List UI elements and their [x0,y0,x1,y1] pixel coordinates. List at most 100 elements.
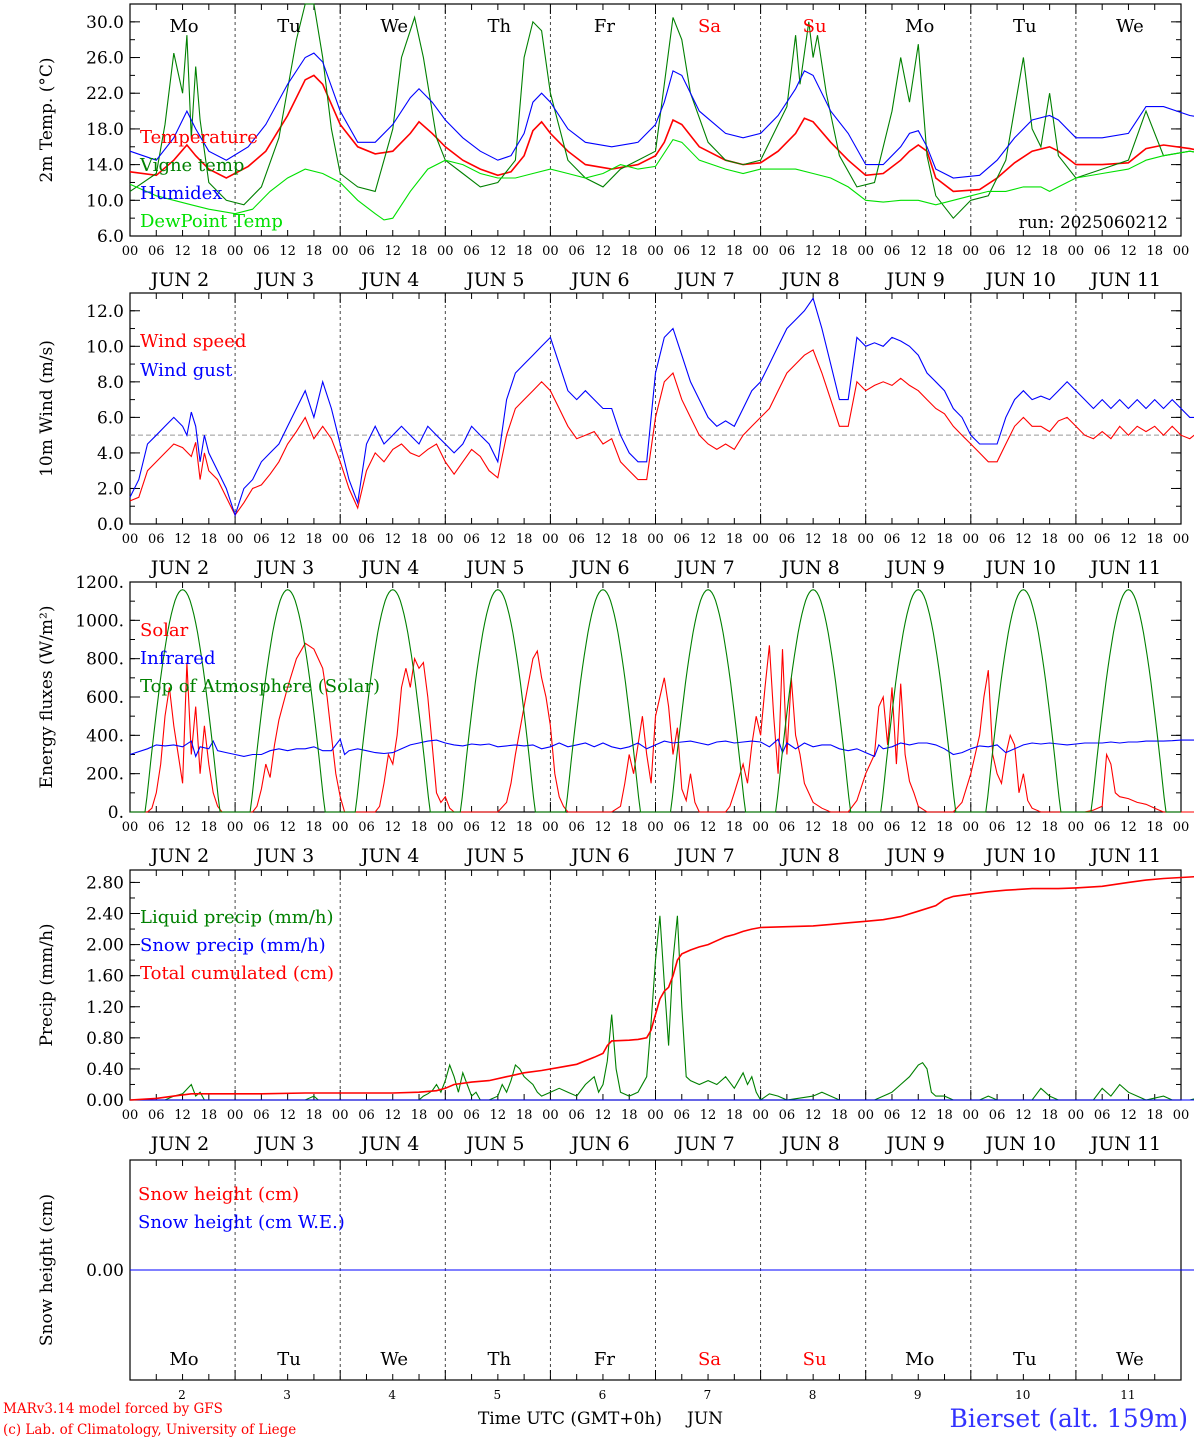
series-infrared [129,737,1194,758]
x-date-label: JUN 11 [1089,269,1161,291]
x-hour-label: 18 [1146,1108,1163,1123]
x-hour-label: 00 [1173,244,1190,259]
x-hour-label: 12 [384,244,401,259]
x-date-label: JUN 5 [464,845,524,867]
series-humidex [129,52,1194,179]
x-date-label: JUN 10 [984,845,1056,867]
weekday-label: Th [487,1349,511,1370]
x-hour-label: 00 [542,532,559,547]
x-axis-month: JUN [685,1409,723,1429]
x-hour-label: 06 [1094,1108,1111,1123]
x-hour-label: 06 [779,244,796,259]
x-hour-label: 06 [568,532,585,547]
x-hour-label: 00 [332,244,349,259]
x-hour-label: 18 [306,820,323,835]
weekday-label: Sa [698,16,721,37]
y-tick-label: 30.0 [86,13,124,33]
x-hour-label: 00 [227,244,244,259]
x-hour-label: 00 [1068,532,1085,547]
x-date-label: JUN 10 [984,557,1056,579]
x-hour-label: 18 [621,244,638,259]
x-hour-label: 12 [1120,1108,1137,1123]
x-hour-label: 00 [332,1108,349,1123]
weekday-label: Th [487,16,511,37]
x-hour-label: 12 [490,244,507,259]
y-tick-label: 1.60 [86,967,124,987]
x-date-label: JUN 7 [674,269,734,291]
x-hour-label: 00 [647,244,664,259]
day-number-label: 5 [493,1388,501,1402]
x-hour-label: 18 [516,1108,533,1123]
x-hour-label: 18 [726,532,743,547]
x-hour-label: 06 [884,532,901,547]
x-hour-label: 00 [647,1108,664,1123]
weekday-label: Mo [169,16,198,37]
y-tick-label: 200. [86,765,124,785]
x-hour-label: 12 [910,820,927,835]
x-hour-label: 06 [358,532,375,547]
x-hour-label: 12 [910,244,927,259]
x-axis-title: Time UTC (GMT+0h) [478,1409,662,1429]
x-hour-label: 00 [122,532,139,547]
x-hour-label: 06 [989,244,1006,259]
weekday-label: Fr [594,1349,615,1370]
x-hour-label: 06 [568,244,585,259]
x-hour-label: 18 [1146,244,1163,259]
x-hour-label: 18 [621,532,638,547]
weekday-label: Sa [698,1349,721,1370]
y-tick-label: 400. [86,726,124,746]
day-number-label: 8 [809,1388,817,1402]
x-date-label: JUN 7 [674,845,734,867]
y-tick-label: 800. [86,650,124,670]
x-hour-label: 18 [411,1108,428,1123]
x-hour-label: 12 [700,1108,717,1123]
x-hour-label: 00 [963,244,980,259]
x-date-label: JUN 9 [885,845,945,867]
panel-5: 0.00 Snow height (cm) Snow height (cm) Snow… [37,1159,1194,1402]
x-hour-label: 18 [411,820,428,835]
weekday-label: Tu [1013,1349,1037,1370]
y-axis-title: Precip (mm/h) [37,923,57,1046]
x-hour-label: 12 [279,820,296,835]
x-hour-label: 00 [1068,1108,1085,1123]
x-hour-label: 00 [1173,1108,1190,1123]
x-hour-label: 18 [831,820,848,835]
x-hour-label: 06 [148,244,165,259]
x-date-label: JUN 11 [1089,557,1161,579]
legend-label: Total cumulated (cm) [140,963,334,984]
x-hour-label: 06 [568,820,585,835]
series-liquid-precip-mm-h- [130,915,1194,1101]
x-hour-label: 18 [936,244,953,259]
x-hour-label: 12 [1120,820,1137,835]
x-hour-label: 12 [595,1108,612,1123]
legend-label: Vigne temp [139,155,244,176]
x-hour-label: 18 [1146,820,1163,835]
x-hour-label: 12 [279,244,296,259]
x-date-label: JUN 2 [149,845,209,867]
x-date-label: JUN 4 [359,1133,419,1155]
x-hour-label: 12 [1015,1108,1032,1123]
x-hour-label: 12 [1015,244,1032,259]
x-hour-label: 00 [963,820,980,835]
x-hour-label: 00 [647,820,664,835]
weekday-label: We [1116,1349,1144,1370]
x-hour-label: 18 [516,820,533,835]
x-hour-label: 12 [805,532,822,547]
y-tick-label: 10.0 [86,337,124,357]
x-hour-label: 12 [1120,244,1137,259]
x-hour-label: 12 [910,1108,927,1123]
x-hour-label: 18 [201,1108,218,1123]
footer-credit: (c) Lab. of Climatology, University of L… [3,1422,296,1438]
legend-label: Wind gust [140,360,233,381]
x-date-label: JUN 10 [984,1133,1056,1155]
x-hour-label: 18 [516,244,533,259]
x-hour-label: 00 [857,1108,874,1123]
x-date-label: JUN 3 [254,557,314,579]
x-hour-label: 06 [148,820,165,835]
panel-1: 6.0 10.0 14.0 18.0 22.0 26.0 30.0 2m Temp. (°C)… [37,3,1194,291]
x-hour-label: 18 [936,532,953,547]
x-date-label: JUN 5 [464,557,524,579]
y-tick-label: 2.80 [86,873,124,893]
x-hour-label: 18 [201,820,218,835]
x-date-label: JUN 8 [779,557,839,579]
